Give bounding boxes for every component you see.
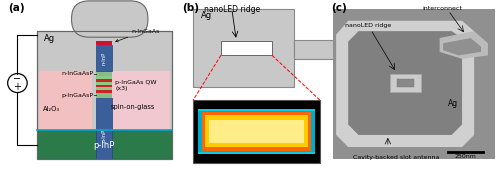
Text: n-InGaAs: n-InGaAs bbox=[116, 29, 160, 42]
Text: spin-on-glass: spin-on-glass bbox=[110, 104, 155, 110]
Text: n-InP: n-InP bbox=[102, 52, 107, 65]
Bar bbox=[37, 31, 172, 159]
Text: (c): (c) bbox=[331, 3, 346, 13]
Bar bbox=[96, 76, 112, 79]
Text: (x3): (x3) bbox=[115, 86, 128, 90]
Bar bbox=[221, 41, 272, 55]
Bar bbox=[96, 41, 112, 45]
Text: interconnect: interconnect bbox=[422, 6, 462, 11]
Text: Ag: Ag bbox=[44, 34, 55, 43]
Bar bbox=[102, 71, 170, 130]
Bar bbox=[96, 87, 112, 90]
Text: p-InGaAs QW: p-InGaAs QW bbox=[115, 80, 156, 84]
Bar bbox=[332, 9, 495, 159]
Bar bbox=[37, 31, 172, 130]
Text: p-InGaAsP: p-InGaAsP bbox=[62, 93, 94, 98]
Text: nanoLED ridge: nanoLED ridge bbox=[345, 24, 391, 28]
Text: nanoLED ridge: nanoLED ridge bbox=[204, 5, 260, 14]
Text: p-InP: p-InP bbox=[94, 141, 115, 150]
Bar bbox=[210, 120, 304, 143]
Text: 250nm: 250nm bbox=[454, 154, 476, 159]
Bar bbox=[198, 152, 316, 154]
Bar bbox=[198, 109, 316, 154]
Polygon shape bbox=[348, 31, 462, 135]
Bar bbox=[96, 90, 112, 93]
Bar bbox=[396, 79, 414, 87]
Text: Cavity-backed slot antenna: Cavity-backed slot antenna bbox=[354, 155, 440, 160]
Bar bbox=[96, 85, 112, 87]
Text: Ag: Ag bbox=[201, 11, 212, 20]
Text: Ag: Ag bbox=[448, 99, 458, 108]
Bar bbox=[198, 109, 316, 111]
Bar bbox=[96, 71, 112, 76]
FancyBboxPatch shape bbox=[72, 1, 148, 37]
Bar bbox=[96, 79, 112, 82]
Text: (b): (b) bbox=[182, 3, 199, 13]
Bar bbox=[193, 100, 320, 163]
Bar bbox=[193, 9, 294, 87]
Bar bbox=[202, 112, 311, 151]
Text: |E|²: |E|² bbox=[178, 127, 192, 136]
Bar bbox=[206, 116, 308, 147]
Polygon shape bbox=[443, 38, 481, 55]
Text: n-InGaAsP: n-InGaAsP bbox=[62, 71, 94, 76]
Bar bbox=[390, 74, 420, 92]
Bar bbox=[37, 130, 172, 159]
Bar bbox=[96, 98, 112, 159]
Text: −: − bbox=[14, 74, 22, 84]
Polygon shape bbox=[440, 31, 488, 59]
Text: +: + bbox=[14, 82, 22, 92]
Bar bbox=[96, 45, 112, 71]
Polygon shape bbox=[336, 21, 474, 147]
Text: (a): (a) bbox=[8, 3, 25, 13]
Bar bbox=[96, 93, 112, 98]
Bar bbox=[38, 71, 92, 130]
Bar bbox=[294, 40, 333, 59]
Text: Al₂O₃: Al₂O₃ bbox=[42, 106, 59, 112]
Text: p-InP: p-InP bbox=[102, 128, 107, 142]
Bar bbox=[96, 82, 112, 85]
